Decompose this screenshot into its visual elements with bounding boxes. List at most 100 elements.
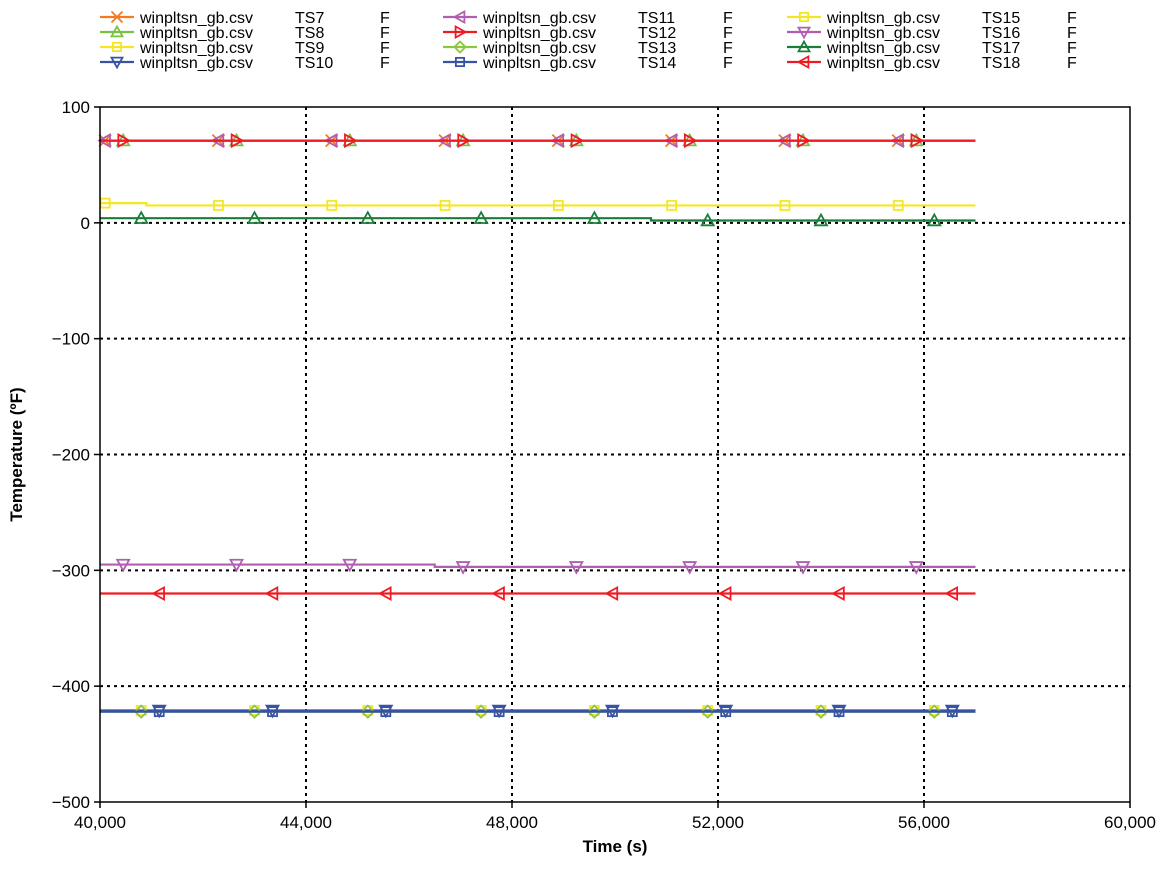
legend-series-name: TS16	[982, 25, 1020, 42]
legend-file: winpltsn_gb.csv	[826, 25, 940, 42]
series-ts12	[100, 133, 976, 149]
legend-file: winpltsn_gb.csv	[482, 55, 596, 72]
legend-swatch-marker	[452, 9, 466, 25]
y-tick-label: 100	[62, 98, 90, 117]
series-marker	[892, 200, 904, 211]
legend-file: winpltsn_gb.csv	[139, 55, 253, 72]
series-marker	[607, 706, 618, 718]
legend-file: winpltsn_gb.csv	[482, 25, 596, 42]
series-marker	[927, 704, 942, 719]
series-marker	[344, 133, 358, 149]
legend-item-ts18: winpltsn_gb.csv TS18 F	[787, 54, 1077, 72]
series-marker	[267, 706, 278, 718]
series-marker	[473, 704, 489, 719]
series-marker	[833, 706, 845, 718]
series-ts14	[100, 706, 976, 718]
legend-swatch-marker	[111, 41, 123, 53]
series-ts16	[100, 558, 976, 575]
legend-series-name: TS18	[982, 55, 1020, 72]
legend-swatch-marker	[796, 54, 810, 70]
legend-item-ts11: winpltsn_gb.csv TS11 F	[443, 9, 733, 27]
legend-unit: F	[380, 10, 390, 27]
series-layer	[97, 132, 976, 719]
series-marker	[910, 133, 925, 149]
series-marker	[264, 585, 279, 602]
series-marker	[326, 200, 338, 211]
series-marker	[380, 706, 392, 718]
series-marker	[246, 210, 263, 224]
legend-series-name: TS7	[295, 10, 324, 27]
legend-swatch-marker	[796, 39, 812, 53]
x-axis: 40,000 44,000 48,000 52,000 56,000 60,000	[74, 802, 1156, 832]
series-marker	[944, 585, 959, 602]
legend-unit: F	[723, 25, 733, 42]
legend-series-name: TS10	[295, 55, 333, 72]
legend-unit: F	[1067, 55, 1077, 72]
y-tick-label: −500	[52, 793, 90, 812]
series-marker	[926, 212, 942, 227]
legend-item-ts10: winpltsn_gb.csv TS10 F	[100, 55, 390, 72]
legend-unit: F	[723, 40, 733, 57]
series-marker	[473, 210, 489, 224]
series-marker	[700, 704, 715, 719]
series-marker	[946, 706, 958, 718]
series-marker	[455, 561, 471, 575]
legend-item-ts15: winpltsn_gb.csv TS15 F	[787, 10, 1077, 27]
series-marker	[360, 210, 376, 224]
x-tick-label: 48,000	[486, 813, 538, 832]
series-marker	[360, 704, 376, 719]
legend-swatch-marker	[109, 24, 125, 38]
legend-file: winpltsn_gb.csv	[826, 10, 940, 27]
series-marker	[813, 704, 829, 719]
series-marker	[779, 200, 791, 211]
legend-swatch-marker	[453, 40, 467, 54]
series-ts15	[99, 197, 976, 211]
legend-item-ts13: winpltsn_gb.csv TS13 F	[443, 40, 733, 57]
series-marker	[587, 704, 602, 719]
legend-swatch-marker	[796, 26, 812, 40]
y-tick-label: 0	[81, 214, 90, 233]
y-axis: −500 −400 −300 −200 −100 0 100	[52, 98, 100, 812]
legend-file: winpltsn_gb.csv	[482, 40, 596, 57]
legend-item-ts7: winpltsn_gb.csv TS7 F	[100, 10, 390, 27]
series-marker	[797, 133, 811, 149]
legend-file: winpltsn_gb.csv	[139, 25, 253, 42]
legend-unit: F	[1067, 25, 1077, 42]
legend-item-ts9: winpltsn_gb.csv TS9 F	[100, 40, 390, 57]
legend-swatch-marker	[454, 24, 468, 40]
legend-item-ts12: winpltsn_gb.csv TS12 F	[443, 24, 733, 42]
legend-file: winpltsn_gb.csv	[826, 55, 940, 72]
legend-series-name: TS12	[638, 25, 676, 42]
series-marker	[666, 200, 678, 211]
series-marker	[133, 210, 149, 224]
series-marker	[133, 704, 149, 719]
legend-item-ts17: winpltsn_gb.csv TS17 F	[787, 39, 1077, 57]
legend-swatch-marker	[454, 56, 466, 68]
legend-file: winpltsn_gb.csv	[482, 10, 596, 27]
series-marker	[228, 558, 245, 573]
legend-unit: F	[1067, 40, 1077, 57]
legend-series-name: TS11	[638, 10, 675, 27]
legend-series-name: TS14	[638, 55, 676, 72]
series-marker	[908, 561, 924, 575]
series-marker	[213, 200, 224, 211]
x-tick-label: 60,000	[1104, 813, 1156, 832]
legend-swatch-marker	[109, 56, 125, 70]
series-marker	[153, 706, 165, 718]
legend-series-name: TS8	[295, 25, 324, 42]
y-tick-label: −100	[52, 330, 90, 349]
series-marker	[568, 561, 584, 575]
series-marker	[683, 133, 698, 149]
series-marker	[795, 561, 811, 575]
legend-unit: F	[380, 40, 390, 57]
series-marker	[813, 212, 829, 227]
legend-series-name: TS15	[982, 10, 1020, 27]
legend-swatch-marker	[110, 10, 124, 24]
y-tick-label: −300	[52, 561, 90, 580]
legend-series-name: TS17	[982, 40, 1020, 57]
series-marker	[831, 585, 845, 602]
legend-file: winpltsn_gb.csv	[826, 40, 940, 57]
y-tick-label: −400	[52, 677, 90, 696]
